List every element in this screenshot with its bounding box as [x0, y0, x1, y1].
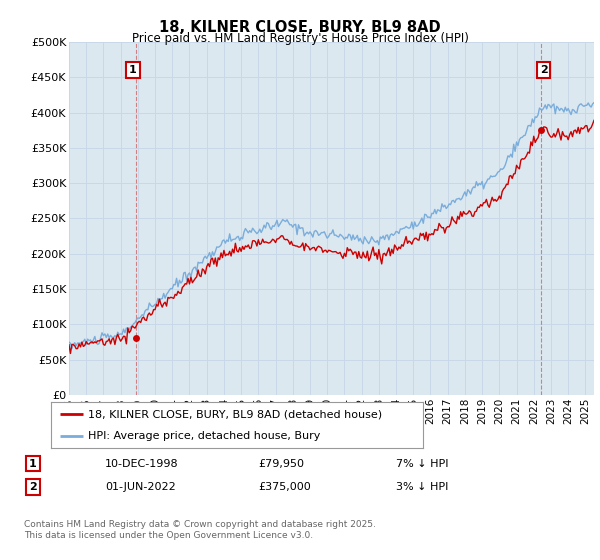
Text: 18, KILNER CLOSE, BURY, BL9 8AD: 18, KILNER CLOSE, BURY, BL9 8AD: [159, 20, 441, 35]
Text: 3% ↓ HPI: 3% ↓ HPI: [396, 482, 448, 492]
Text: Price paid vs. HM Land Registry's House Price Index (HPI): Price paid vs. HM Land Registry's House …: [131, 32, 469, 45]
Text: HPI: Average price, detached house, Bury: HPI: Average price, detached house, Bury: [88, 431, 320, 441]
Text: 2: 2: [539, 65, 547, 75]
Text: 1: 1: [129, 65, 137, 75]
Text: 18, KILNER CLOSE, BURY, BL9 8AD (detached house): 18, KILNER CLOSE, BURY, BL9 8AD (detache…: [88, 409, 382, 419]
Text: £79,950: £79,950: [258, 459, 304, 469]
Text: £375,000: £375,000: [258, 482, 311, 492]
Text: 01-JUN-2022: 01-JUN-2022: [105, 482, 176, 492]
Text: Contains HM Land Registry data © Crown copyright and database right 2025.
This d: Contains HM Land Registry data © Crown c…: [24, 520, 376, 540]
Text: 2: 2: [29, 482, 37, 492]
Text: 10-DEC-1998: 10-DEC-1998: [105, 459, 179, 469]
Text: 7% ↓ HPI: 7% ↓ HPI: [396, 459, 449, 469]
Text: 1: 1: [29, 459, 37, 469]
